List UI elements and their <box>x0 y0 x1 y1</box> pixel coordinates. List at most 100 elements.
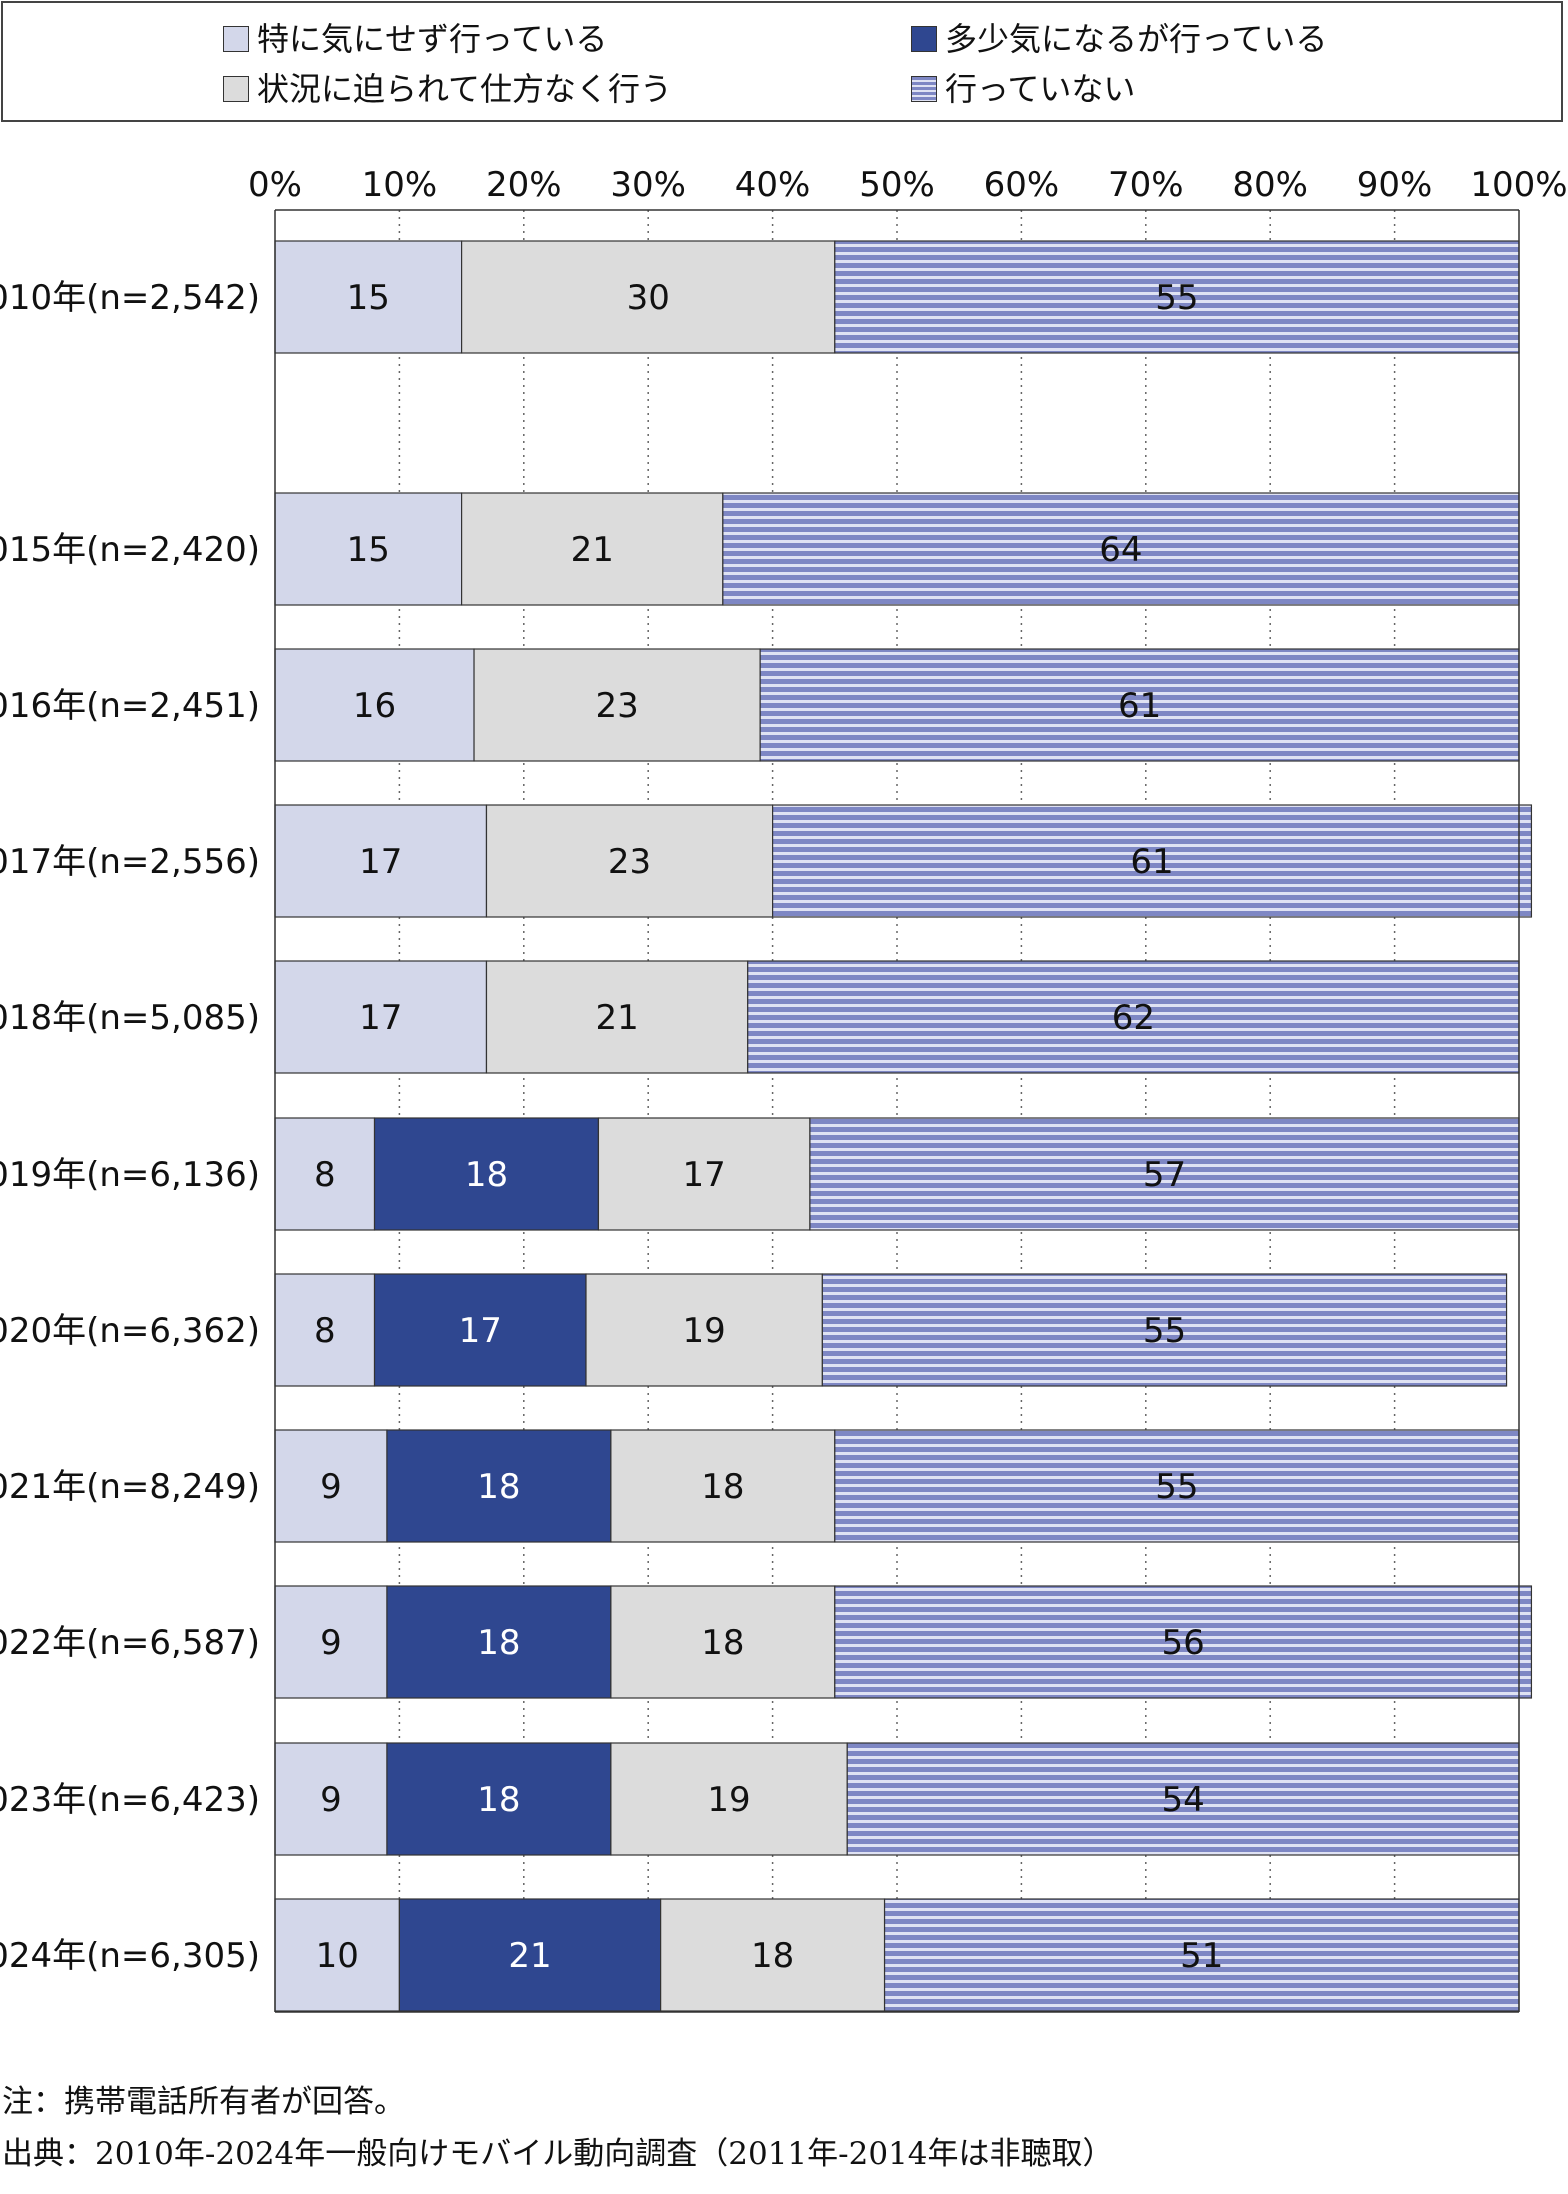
data-label: 55 <box>1155 1467 1198 1507</box>
bar-segment <box>485 804 774 918</box>
x-tick-label: 0% <box>248 165 302 205</box>
category-label: 2017年(n=2,556) <box>0 842 260 882</box>
chart-note: 注：携帯電話所有者が回答。 <box>2 2084 405 2120</box>
category-label: 2024年(n=6,305) <box>0 1936 260 1976</box>
bar-segment <box>834 1585 1533 1699</box>
chart-source: 出典：2010年-2024年一般向けモバイル動向調査（2011年-2014年は非… <box>2 2136 1114 2172</box>
data-label: 23 <box>608 842 651 882</box>
x-tick-label: 80% <box>1232 165 1308 205</box>
bars: 15 30 55 15 21 64 16 23 61 17 23 61 17 21 62 8 18 17 57 8 17… <box>274 240 1533 2012</box>
bar-segment <box>771 804 1533 918</box>
bar-segment <box>274 1898 401 2012</box>
legend-item-2: 状況に迫られて仕方なく行う <box>223 69 672 109</box>
bar-segment <box>274 648 475 762</box>
data-label: 21 <box>595 998 638 1038</box>
bar-segment <box>274 240 463 354</box>
bar-segment <box>386 1429 612 1543</box>
data-label: 21 <box>571 530 614 570</box>
data-label: 55 <box>1143 1311 1186 1351</box>
category-label: 2019年(n=6,136) <box>0 1155 260 1195</box>
legend-item-1: 多少気になるが行っている <box>911 19 1327 59</box>
data-label: 17 <box>359 998 402 1038</box>
data-label: 15 <box>347 278 390 318</box>
data-label: 30 <box>627 278 670 318</box>
data-label: 18 <box>477 1623 520 1663</box>
data-label: 17 <box>683 1155 726 1195</box>
legend-label-0: 特に気にせず行っている <box>257 20 608 58</box>
bar-segment <box>821 1273 1508 1387</box>
bar-segment <box>274 492 463 606</box>
category-label: 2021年(n=8,249) <box>0 1467 260 1507</box>
x-tick-label: 10% <box>362 165 438 205</box>
x-axis-ticks: 0% 10% 20% 30% 40% 50% 60% 70% 80% 90% 100% <box>248 165 1568 205</box>
bar-segment <box>610 1585 836 1699</box>
bar-segment <box>834 240 1520 354</box>
data-label: 23 <box>595 686 638 726</box>
data-label: 17 <box>459 1311 502 1351</box>
data-label: 18 <box>477 1467 520 1507</box>
bar-segment <box>386 1742 612 1856</box>
category-label: 2022年(n=6,587) <box>0 1623 260 1663</box>
grid-lines <box>398 210 1396 2012</box>
data-label: 21 <box>508 1936 551 1976</box>
bar-segment <box>461 240 836 354</box>
data-label: 18 <box>477 1780 520 1820</box>
bar-segment <box>747 960 1520 1074</box>
data-label: 16 <box>353 686 396 726</box>
legend-label-2: 状況に迫られて仕方なく行う <box>257 70 673 108</box>
bar-segment <box>809 1117 1520 1231</box>
x-tick-label: 30% <box>610 165 686 205</box>
category-label: 2015年(n=2,420) <box>0 530 260 570</box>
category-label: 2020年(n=6,362) <box>0 1311 260 1351</box>
x-tick-label: 70% <box>1108 165 1184 205</box>
data-label: 56 <box>1161 1623 1204 1663</box>
legend-swatch-0 <box>223 26 249 52</box>
data-label: 10 <box>316 1936 359 1976</box>
legend-swatch-2 <box>223 76 249 102</box>
bar-segment <box>461 492 724 606</box>
data-label: 18 <box>465 1155 508 1195</box>
data-label: 51 <box>1180 1936 1223 1976</box>
bar-segment <box>883 1898 1520 2012</box>
bar-segment <box>274 1585 388 1699</box>
bar-segment <box>610 1742 848 1856</box>
legend-item-3: 行っていない <box>911 69 1135 109</box>
bar-segment <box>610 1429 836 1543</box>
data-label: 9 <box>320 1623 342 1663</box>
data-label: 55 <box>1155 278 1198 318</box>
legend: 特に気にせず行っている 多少気になるが行っている 状況に迫られて仕方なく行う 行… <box>1 1 1563 122</box>
data-label: 8 <box>314 1311 336 1351</box>
data-label: 18 <box>751 1936 794 1976</box>
data-label: 61 <box>1118 686 1161 726</box>
data-label: 17 <box>359 842 402 882</box>
bar-segment <box>274 1742 388 1856</box>
x-tick-label: 100% <box>1470 165 1567 205</box>
legend-item-0: 特に気にせず行っている <box>223 19 607 59</box>
category-label: 2016年(n=2,451) <box>0 686 260 726</box>
data-label: 57 <box>1143 1155 1186 1195</box>
bar-segment <box>759 648 1520 762</box>
bar-segment <box>274 1117 376 1231</box>
x-tick-label: 40% <box>735 165 811 205</box>
data-label: 61 <box>1130 842 1173 882</box>
plot-frame <box>274 209 1520 2013</box>
data-label: 19 <box>707 1780 750 1820</box>
legend-label-1: 多少気になるが行っている <box>945 20 1328 58</box>
data-label: 18 <box>701 1623 744 1663</box>
bar-segment <box>398 1898 662 2012</box>
bar-segment <box>274 1429 388 1543</box>
bar-segment <box>274 804 488 918</box>
bar-segment <box>834 1429 1520 1543</box>
x-tick-label: 90% <box>1357 165 1433 205</box>
bar-segment <box>585 1273 823 1387</box>
data-label: 9 <box>320 1467 342 1507</box>
bar-segment <box>846 1742 1520 1856</box>
bar-segment <box>373 1117 600 1231</box>
legend-swatch-3 <box>911 76 937 102</box>
bar-segment <box>274 960 488 1074</box>
bar-segment <box>597 1117 811 1231</box>
bar-segment <box>485 960 749 1074</box>
category-labels: 2010年(n=2,542) 2015年(n=2,420) 2016年(n=2,45… <box>0 278 260 1976</box>
bar-segment <box>473 648 761 762</box>
